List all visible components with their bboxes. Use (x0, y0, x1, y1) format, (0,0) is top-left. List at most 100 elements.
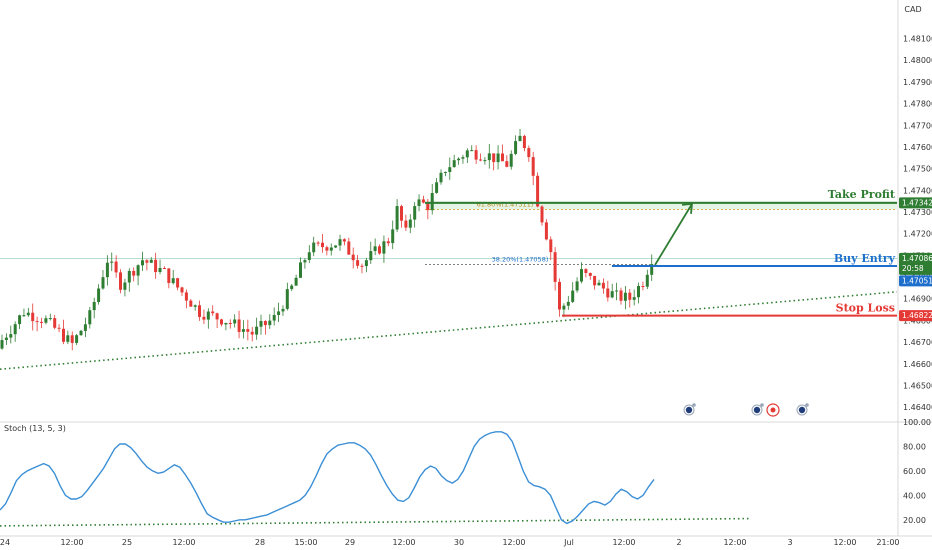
candle-body (518, 135, 522, 142)
candle-body (632, 297, 636, 300)
candle-body (378, 246, 381, 254)
candle-body (408, 219, 412, 228)
candle-body (615, 290, 619, 292)
candle-body (553, 252, 557, 282)
candle-body (22, 315, 26, 317)
price-tick-label: 1.47400 (903, 186, 932, 195)
candle-body (259, 321, 263, 327)
buy-entry-price-tag: 1.47051 (899, 275, 932, 287)
buy-entry-label: Buy Entry (834, 252, 896, 265)
candle-body (198, 305, 201, 317)
stop-loss-label: Stop Loss (836, 302, 895, 315)
candle-body (0, 340, 4, 349)
candle-body (154, 259, 158, 273)
candle-body (531, 157, 535, 176)
candle-body (180, 287, 184, 293)
candle-body (562, 305, 566, 310)
event-icon[interactable] (683, 403, 696, 416)
candle-body (536, 175, 540, 207)
stoch-line (0, 431, 655, 525)
candle-body (206, 311, 210, 320)
svg-text:1.47342: 1.47342 (902, 198, 932, 207)
candle-body (4, 337, 8, 340)
price-tick-label: 1.48100 (903, 35, 932, 44)
candle-body (132, 270, 136, 276)
time-tick-label: 12:00 (392, 538, 415, 547)
price-tick-label: 1.47200 (903, 230, 932, 239)
candle-body (426, 202, 430, 211)
stoch-axis: 100.00 80.00 60.00 40.00 20.00 (903, 418, 931, 525)
time-axis[interactable]: 24 12:00 25 12:00 28 15:00 29 12:00 30 12:00 Jul 12… (0, 538, 900, 547)
candle-body (92, 302, 96, 311)
candle-body (141, 260, 144, 266)
candle-body (246, 329, 250, 332)
candle-body (176, 278, 180, 288)
candle-body (395, 206, 399, 230)
candle-body (628, 292, 632, 300)
candle-body (57, 327, 61, 329)
price-tick-label: 1.46400 (903, 403, 932, 412)
candle-body (514, 141, 518, 154)
candle-body (321, 242, 324, 248)
candle-body (443, 172, 447, 173)
price-tick-label: 1.46700 (903, 338, 932, 347)
price-trendline[interactable] (0, 291, 898, 371)
candle-body (250, 331, 254, 335)
candle-body (136, 265, 140, 276)
candle-body (294, 277, 298, 286)
candle-body (601, 282, 605, 289)
candle-body (448, 167, 452, 172)
candle-body (645, 274, 649, 287)
candle-body (435, 182, 439, 193)
take-profit-label: Take Profit (828, 188, 896, 201)
candle-body (417, 199, 421, 206)
candle-body (527, 148, 531, 158)
candle-body (637, 286, 640, 298)
candle-body (299, 262, 302, 278)
event-icon[interactable] (796, 403, 809, 416)
candle-body (303, 260, 307, 263)
candle-body (457, 158, 461, 161)
candle-body (544, 222, 548, 240)
candle-body (641, 286, 645, 287)
time-tick-label: 12:00 (833, 538, 856, 547)
earnings-event-icon[interactable] (766, 403, 780, 417)
candle-body (351, 254, 355, 261)
stoch-tick-label: 60.00 (903, 467, 926, 476)
candle-body (13, 324, 17, 335)
price-tick-label: 1.46900 (903, 295, 932, 304)
candle-body (70, 335, 74, 343)
candle-body (119, 272, 122, 290)
candle-body (391, 229, 395, 244)
candle-body (580, 269, 583, 282)
candle-body (558, 281, 561, 310)
candle-body (202, 316, 206, 320)
candle-body (281, 308, 285, 312)
time-tick-label: 15:00 (294, 538, 317, 547)
candle-body (329, 247, 333, 251)
candle-body (189, 300, 193, 307)
candle-body (400, 206, 403, 221)
candle-body (35, 321, 39, 323)
fib-zone (425, 200, 897, 210)
candle-body (439, 172, 443, 183)
candle-body (220, 319, 223, 325)
candle-body (650, 264, 654, 275)
event-icon[interactable] (751, 403, 764, 416)
candle-body (312, 242, 316, 253)
stoch-tick-label: 20.00 (903, 516, 926, 525)
candle-body (224, 323, 228, 325)
stoch-tick-label: 40.00 (903, 491, 926, 500)
candle-body (241, 329, 245, 332)
candle-body (268, 320, 272, 326)
candle-body (26, 312, 30, 316)
candle-body (145, 260, 149, 263)
candle-body (79, 330, 83, 336)
fib-61-8-label: 61.80%(1.47311) (477, 201, 534, 209)
time-tick-label: 12:00 (60, 538, 83, 547)
candle-body (610, 291, 614, 298)
candle-body (584, 269, 588, 273)
candle-body (575, 281, 579, 291)
time-tick-label: 12:00 (502, 538, 525, 547)
